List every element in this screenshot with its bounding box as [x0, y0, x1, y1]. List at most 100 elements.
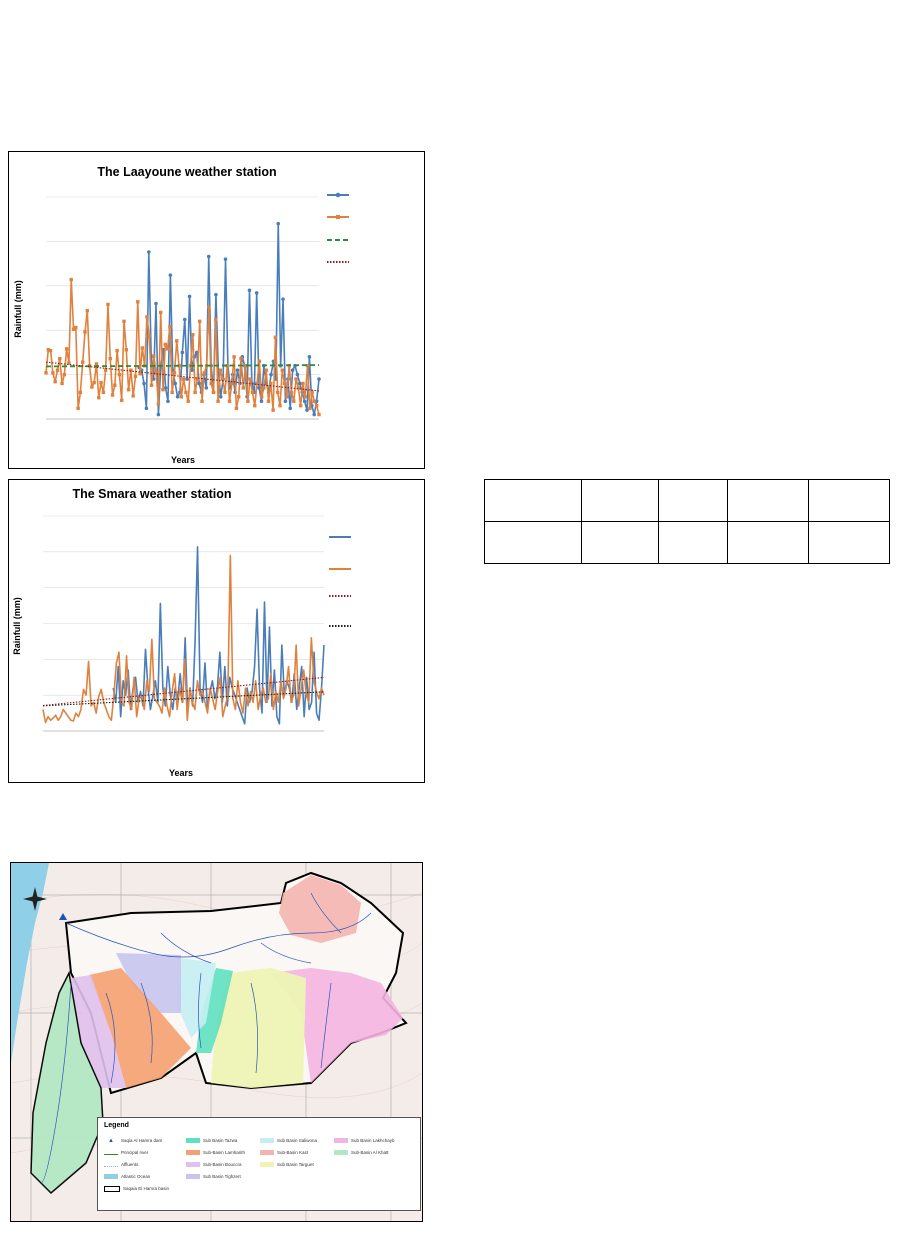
sub-basin-lamharith [89, 968, 191, 1088]
data-point [259, 395, 264, 399]
basin-map: Legend ▲ Saqia Al Hamra dam Principal rive… [10, 862, 423, 1222]
data-point [182, 317, 187, 322]
series-line-0 [112, 546, 325, 725]
legend-swatch [334, 1150, 348, 1156]
data-point [53, 380, 57, 384]
legend-label: Affluents [121, 1162, 139, 1167]
legend-label: Sub-Basin Lamharith [203, 1150, 246, 1155]
legend-item: Sub Basin Saliwona [260, 1138, 317, 1144]
sub-basin-kast [279, 875, 361, 943]
legend-item: Sub-Basin Bouccra [186, 1162, 242, 1168]
sub-basin-bouccra [71, 975, 126, 1088]
legend-swatch [186, 1174, 200, 1180]
data-point [154, 371, 158, 375]
table-cell [484, 479, 582, 522]
data-point [175, 395, 180, 399]
data-point [271, 408, 275, 412]
data-point [200, 399, 204, 403]
legend-swatch [104, 1186, 120, 1192]
legend-label: Sub Basin Tazwa [203, 1138, 238, 1143]
data-point [223, 390, 227, 395]
legend-item: Sub Basin Targuet [260, 1162, 314, 1168]
data-point [69, 277, 73, 282]
smara-chart-panel: The Smara weather station Years Rainfull… [8, 479, 425, 783]
data-point [211, 390, 216, 395]
legend-swatch [186, 1150, 200, 1156]
data-point [55, 368, 60, 372]
data-point [259, 399, 264, 404]
data-point [117, 372, 122, 377]
data-point [288, 406, 293, 411]
data-point [161, 387, 165, 392]
data-point [289, 390, 294, 395]
data-point [290, 368, 295, 372]
x-axis-label: Years [171, 455, 195, 465]
data-point [108, 356, 112, 361]
data-point [248, 377, 252, 381]
x-axis-label: Years [169, 768, 193, 778]
data-point [46, 348, 50, 352]
data-point [147, 250, 151, 254]
data-point [247, 288, 252, 293]
legend-item: Sub-Basin Al Khatt [334, 1150, 389, 1156]
data-point [81, 360, 85, 364]
sub-basin-tazwa [196, 968, 233, 1053]
legend-swatch [104, 1151, 118, 1155]
data-point [74, 325, 78, 330]
data-point [218, 368, 223, 372]
table-cell [658, 521, 728, 564]
legend-label: Sub Basin Lakhchayb [351, 1138, 395, 1143]
table-cell [727, 479, 809, 522]
data-point [48, 348, 53, 353]
data-point [294, 377, 298, 381]
data-point [202, 371, 206, 375]
legend-item: ▲ Saqia Al Hamra dam [104, 1138, 162, 1144]
data-point [113, 383, 117, 387]
data-point [58, 356, 62, 361]
data-point [175, 339, 179, 343]
data-point [122, 319, 126, 324]
data-point [133, 374, 138, 379]
data-point [76, 406, 80, 411]
data-point [315, 403, 319, 408]
data-point [237, 395, 241, 399]
table-cell [581, 521, 659, 564]
data-point [195, 377, 200, 381]
laayoune-chart: The Laayoune weather station Years Rainf… [13, 165, 349, 465]
data-point [317, 377, 321, 381]
data-point [120, 398, 124, 403]
data-point [276, 390, 280, 395]
data-point [269, 372, 273, 377]
data-point [85, 308, 89, 313]
data-point [276, 221, 281, 226]
data-point [144, 406, 149, 411]
data-point [156, 412, 161, 417]
data-point [90, 385, 94, 389]
data-point [184, 390, 188, 395]
data-point [51, 371, 55, 375]
laayoune-chart-panel: The Laayoune weather station Years Rainf… [8, 151, 425, 469]
data-point [280, 368, 284, 372]
data-point [317, 412, 321, 417]
basin-map-graphic [11, 863, 422, 1221]
legend-marker [335, 192, 341, 198]
legend-swatch [260, 1150, 274, 1156]
data-point [94, 362, 99, 366]
data-point [292, 399, 296, 403]
data-point [185, 377, 189, 381]
data-point [235, 368, 240, 372]
north-arrow-icon [23, 887, 47, 911]
data-point [273, 335, 278, 340]
table-cell [581, 479, 659, 522]
legend-swatch [186, 1162, 200, 1168]
data-point [124, 348, 128, 352]
data-point [163, 342, 167, 347]
legend-item: Sub-Basin Kast [260, 1150, 308, 1156]
data-point [312, 412, 317, 417]
data-point [246, 399, 250, 403]
data-point [239, 356, 243, 361]
data-point [71, 327, 76, 332]
data-point [177, 364, 181, 368]
data-point [131, 394, 135, 398]
data-point [214, 292, 218, 297]
